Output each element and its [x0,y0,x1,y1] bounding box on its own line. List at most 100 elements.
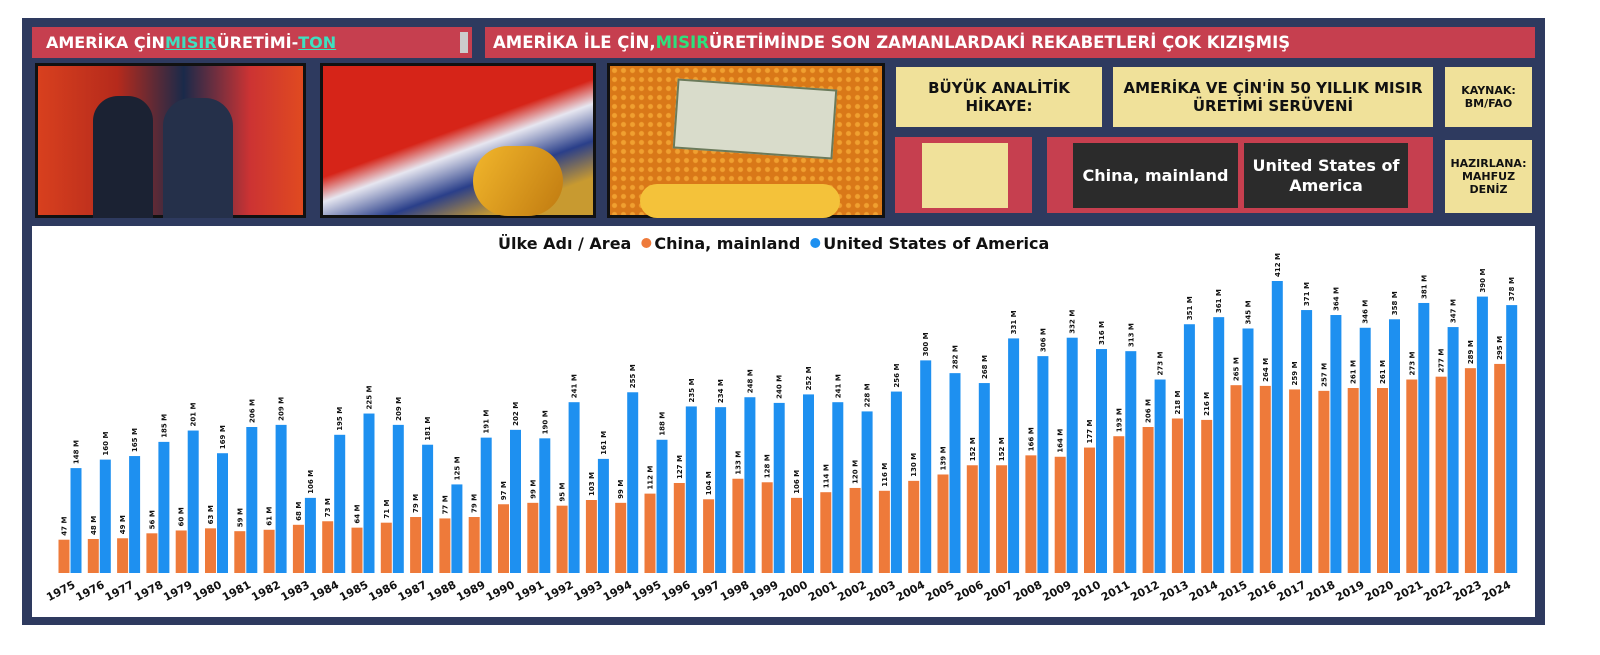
bar [275,424,287,573]
value-label: 228 M [864,383,872,407]
value-label: 225 M [366,385,374,409]
legend-label: China, mainland [654,234,800,253]
value-label: 79 M [412,494,420,513]
bar [1025,455,1037,573]
value-label: 358 M [1391,291,1399,315]
bar [937,474,949,573]
bar [187,430,199,573]
chart-panel: Ülke Adı / Area China, mainland United Sta… [32,226,1535,617]
bar [58,539,70,573]
x-tick-label: 2006 [953,578,986,604]
photo-flags [320,63,596,218]
author: HAZIRLANA: MAHFUZ DENİZ [1445,140,1532,213]
bar [498,504,509,573]
bar [363,413,375,573]
bar [410,517,422,573]
bar [334,434,346,573]
x-tick-label: 2020 [1363,578,1396,604]
bar [263,529,275,573]
bar [1242,328,1254,573]
value-label: 256 M [893,364,901,388]
bar [978,383,990,573]
title-part: AMERİKA ÇİN [46,33,165,52]
x-tick-label: 1980 [191,578,224,604]
x-tick-label: 2015 [1216,578,1249,604]
value-label: 331 M [1010,310,1018,334]
slicer-button[interactable]: China, mainland [1073,143,1238,208]
value-label: 125 M [453,456,461,480]
value-label: 390 M [1479,269,1487,293]
value-label: 209 M [395,397,403,421]
x-tick-label: 2002 [835,578,868,604]
bar [1142,427,1154,573]
bar [392,424,404,573]
value-label: 381 M [1420,275,1428,299]
value-label: 206 M [1145,399,1153,423]
bar [1494,363,1506,573]
value-label: 252 M [805,366,813,390]
x-tick-label: 1995 [630,578,663,604]
bar [1154,379,1166,573]
value-label: 273 M [1408,351,1416,375]
value-label: 364 M [1332,287,1340,311]
value-label: 193 M [1115,408,1123,432]
headline-box: AMERİKA İLE ÇİN, MISIR ÜRETİMİNDE SON ZA… [485,27,1535,58]
x-tick-label: 1978 [132,578,165,604]
value-label: 235 M [688,378,696,402]
bar [1289,389,1301,573]
value-label: 412 M [1274,253,1282,277]
bar [87,538,99,573]
value-label: 177 M [1086,420,1094,444]
value-label: 104 M [705,471,713,495]
bar [175,530,187,573]
value-label: 240 M [776,375,784,399]
value-label: 60 M [178,507,186,526]
bar [615,502,627,573]
source: KAYNAK: BM/FAO [1445,67,1532,127]
corn [473,146,563,216]
x-tick-label: 1998 [718,578,751,604]
x-tick-label: 2003 [865,578,898,604]
bar [1183,324,1195,573]
value-label: 265 M [1233,357,1241,381]
x-tick-label: 2024 [1480,578,1513,604]
x-tick-label: 1988 [425,578,458,604]
bar [773,402,785,573]
bar [861,411,873,573]
legend-title: Ülke Adı / Area [498,234,631,253]
value-label: 300 M [922,332,930,356]
value-label: 255 M [629,364,637,388]
value-label: 68 M [295,502,303,521]
bar [1359,327,1371,573]
value-label: 152 M [969,437,977,461]
value-label: 248 M [746,369,754,393]
bar [715,407,727,573]
photo-leaders [35,63,306,218]
value-label: 165 M [131,428,139,452]
bar [1037,356,1049,573]
value-label: 261 M [1350,360,1358,384]
value-label: 191 M [483,410,491,434]
value-label: 216 M [1203,392,1211,416]
title-part: ÜRETİMİ- [216,33,299,52]
bar [568,402,580,573]
x-tick-label: 1996 [660,578,693,604]
bar [1066,337,1078,573]
value-label: 282 M [952,345,960,369]
bar [451,484,463,573]
x-tick-label: 2012 [1128,578,1161,604]
bar [1113,436,1125,573]
value-label: 190 M [541,410,549,434]
x-tick-label: 1983 [279,578,312,604]
title-box: AMERİKA ÇİN MISIR ÜRETİMİ- TON [32,27,472,58]
value-label: 268 M [981,355,989,379]
slicer-box [922,143,1008,208]
bar [1301,310,1313,573]
bar [322,521,334,573]
value-label: 259 M [1291,361,1299,385]
bar [70,468,82,573]
slicer-button[interactable]: United States of America [1244,143,1408,208]
figure [163,98,233,218]
value-label: 195 M [336,407,344,431]
title-mark [460,32,468,53]
